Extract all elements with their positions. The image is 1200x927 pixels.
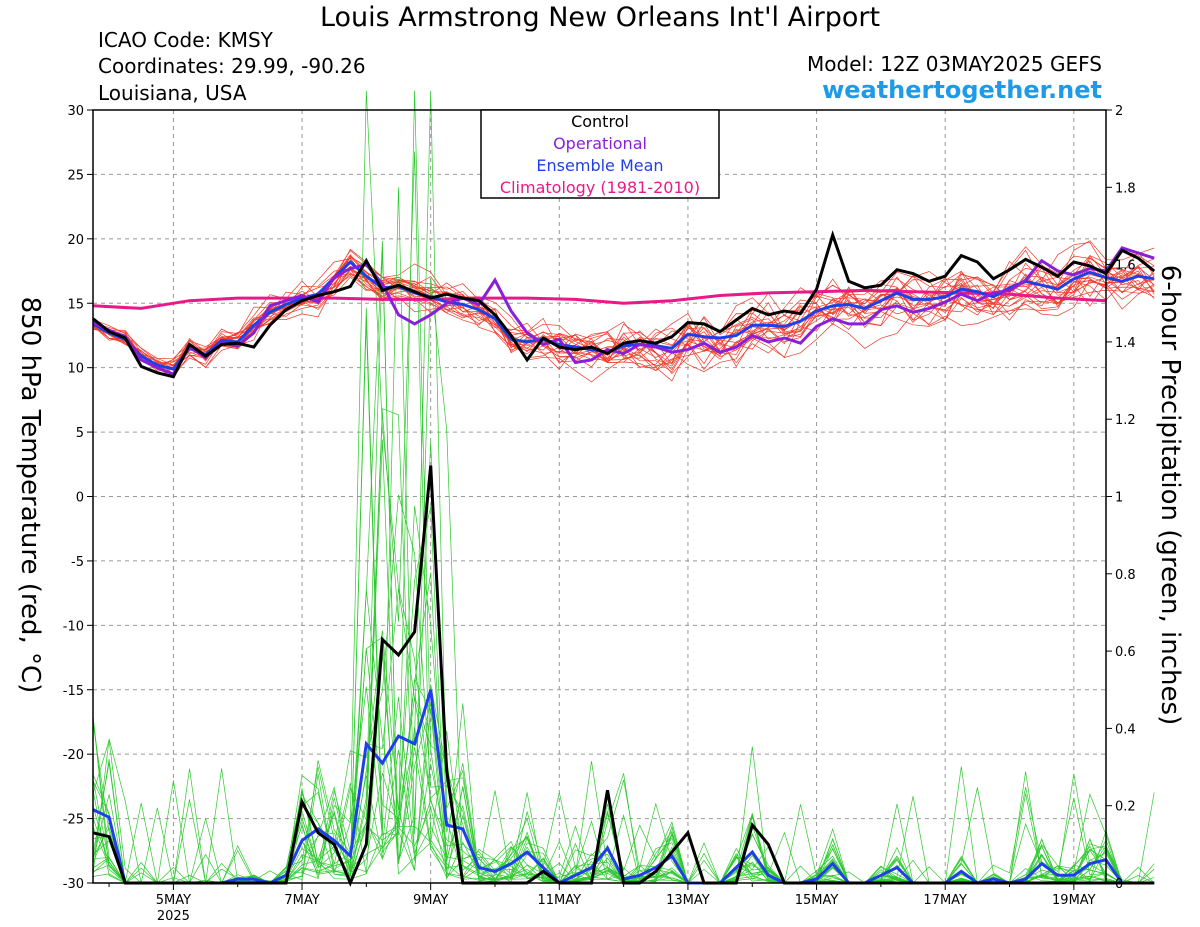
member-precip-line: [92, 636, 1155, 884]
x-tick-label: 13MAY: [666, 893, 710, 908]
legend-entry: Climatology (1981-2010): [500, 178, 700, 197]
x-tick-label: 11MAY: [538, 893, 582, 908]
member-precip-line: [92, 696, 1155, 884]
region-label: Louisiana, USA: [98, 81, 247, 105]
ensemble-members: [92, 90, 1155, 885]
x-tick-year: 2025: [157, 909, 190, 924]
y2-tick-label: 1.8: [1115, 181, 1136, 196]
chart-title: Louis Armstrong New Orleans Int'l Airpor…: [319, 2, 881, 33]
y-tick-label: -5: [71, 555, 84, 570]
y-tick-label: 0: [76, 491, 84, 506]
member-precip-line: [92, 90, 1155, 884]
y-tick-label: 30: [67, 104, 84, 119]
y2-tick-label: 0.4: [1115, 722, 1136, 737]
y2-tick-label: 0.8: [1115, 568, 1136, 583]
member-precip-line: [92, 408, 1155, 884]
member-precip-line: [92, 630, 1155, 884]
member-precip-line: [92, 505, 1155, 884]
y-tick-label: 15: [67, 297, 84, 312]
member-precip-line: [92, 506, 1155, 884]
y-tick-label: 10: [67, 362, 84, 377]
member-precip-line: [92, 759, 1155, 885]
member-precip-line: [92, 572, 1155, 884]
y-tick-label: -30: [63, 877, 84, 892]
member-precip-line: [92, 90, 1155, 884]
member-precip-line: [92, 588, 1155, 884]
legend-box: [480, 109, 720, 199]
member-precip-line: [92, 696, 1155, 884]
member-precip-line: [92, 90, 1155, 884]
y2-tick-label: 1.6: [1115, 259, 1136, 274]
x-tick-label: 19MAY: [1052, 893, 1096, 908]
legend-entry: Ensemble Mean: [536, 156, 663, 175]
member-temp-line: [92, 255, 1155, 367]
x-tick-label: 15MAY: [795, 893, 839, 908]
member-precip-line: [92, 321, 1155, 884]
y2-tick-label: 2: [1115, 104, 1123, 119]
coordinates: Coordinates: 29.99, -90.26: [98, 54, 366, 78]
y-tick-label: 5: [76, 426, 84, 441]
member-temp-line: [92, 269, 1155, 371]
icao-code: ICAO Code: KMSY: [98, 28, 273, 52]
y-tick-label: -25: [63, 813, 84, 828]
y-tick-label: -20: [63, 748, 84, 763]
x-tick-label: 9MAY: [413, 893, 448, 908]
control-precip-line: [92, 465, 1155, 887]
operational-temp-line: [92, 246, 1155, 376]
y-tick-label: 20: [67, 233, 84, 248]
axis-ticks: 302520151050-5-10-15-20-25-3021.81.61.41…: [63, 104, 1136, 924]
y2-tick-label: 0.2: [1115, 800, 1136, 815]
member-precip-line: [92, 494, 1155, 884]
y-tick-label: 25: [67, 168, 84, 183]
member-temp-line: [92, 257, 1155, 369]
y-tick-label: -15: [63, 684, 84, 699]
mean-temp-line: [92, 259, 1155, 371]
y2-tick-label: 1: [1115, 491, 1123, 506]
y2-tick-label: 1.4: [1115, 336, 1136, 351]
site-name[interactable]: weathertogether.net: [822, 76, 1102, 104]
climatology-temp-line: [92, 288, 1107, 310]
legend-entry: Operational: [553, 134, 647, 153]
y2-tick-label: 1.2: [1115, 413, 1136, 428]
x-tick-label: 5MAY: [156, 893, 191, 908]
y2-tick-label: 0.6: [1115, 645, 1136, 660]
control-temp-line: [92, 230, 1156, 379]
member-precip-line: [92, 307, 1155, 884]
y-tick-label: -10: [63, 619, 84, 634]
legend-entry: Control: [571, 112, 629, 131]
x-tick-label: 17MAY: [923, 893, 967, 908]
member-precip-line: [92, 441, 1155, 884]
member-temp-line: [92, 268, 1155, 383]
mean-precip-line: [92, 689, 1155, 885]
x-tick-label: 7MAY: [284, 893, 319, 908]
legend: Control Operational Ensemble Mean Climatolo…: [480, 109, 720, 199]
y2-tick-label: 0: [1115, 877, 1123, 892]
model-run: Model: 12Z 03MAY2025 GEFS: [807, 52, 1102, 76]
grid-lines: [93, 109, 1106, 884]
